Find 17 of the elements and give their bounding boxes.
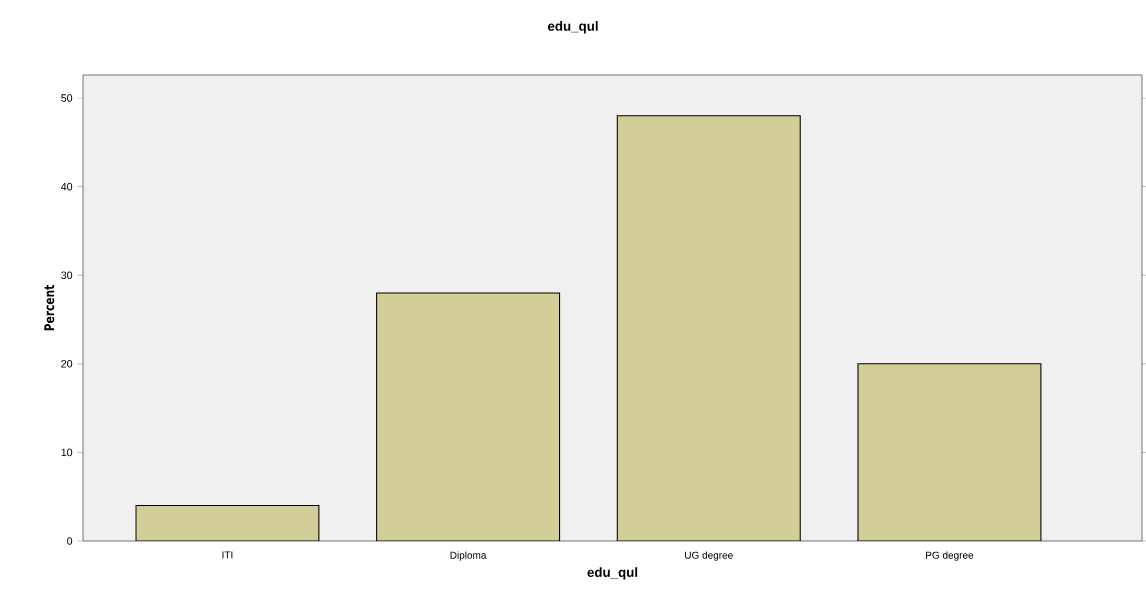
- x-tick-label: PG degree: [926, 551, 974, 561]
- bar: [617, 115, 801, 541]
- y-tick-label: 40: [61, 182, 73, 191]
- x-axis-title: edu_qul: [587, 567, 638, 580]
- y-tick-label: 0: [67, 537, 73, 545]
- x-tick-label: Diploma: [450, 551, 487, 561]
- y-tick-label: 20: [61, 360, 73, 368]
- chart-title: edu_qul: [547, 21, 598, 34]
- bar: [857, 363, 1042, 541]
- bar: [135, 505, 320, 541]
- y-tick-label: 50: [61, 94, 73, 102]
- y-tick-label: 10: [61, 448, 73, 457]
- y-tick-label: 30: [61, 271, 73, 279]
- y-axis-title: Percent: [44, 284, 55, 331]
- x-tick-label: ITI: [222, 551, 233, 559]
- bar: [376, 292, 561, 541]
- x-tick-label: UG degree: [685, 551, 733, 561]
